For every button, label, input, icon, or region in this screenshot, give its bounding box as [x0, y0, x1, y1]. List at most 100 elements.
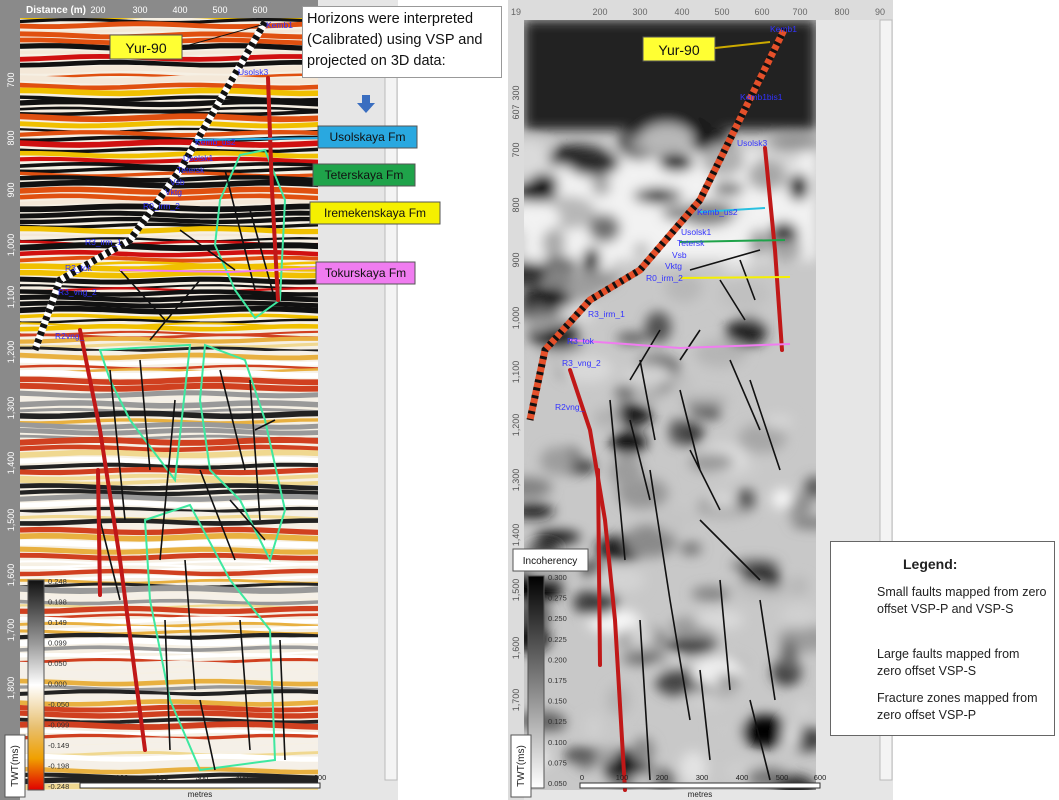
blob: [524, 262, 536, 283]
x-tick-label: 500: [212, 5, 227, 15]
seismic-reflector: [20, 59, 318, 68]
x-tick-label: 19: [511, 7, 521, 17]
seismic-reflector: [20, 616, 318, 624]
blob: [524, 477, 553, 498]
horizon-label: Vktg: [665, 261, 682, 271]
y-tick-label: 1,000: [6, 234, 16, 257]
scale-tick: 100: [616, 773, 629, 782]
blob: [749, 229, 768, 257]
horizon-label: R3_irm_1: [588, 309, 625, 319]
seismic-reflector: [20, 175, 318, 183]
seismic-reflector: [20, 203, 318, 213]
blob: [583, 247, 601, 271]
colorbar: [527, 575, 545, 789]
blob: [787, 576, 809, 596]
seismic-reflector: [20, 737, 318, 746]
horizon-line: [679, 239, 786, 243]
colorbar-tick: 0.100: [548, 738, 567, 747]
well-path: [526, 26, 789, 421]
horizon-label: Kemb1bis1: [740, 92, 783, 102]
blob: [791, 517, 816, 529]
scale-tick: 0: [80, 773, 84, 782]
blob: [621, 362, 674, 389]
scale-tick: 300: [196, 773, 209, 782]
x-tick-label: 90: [875, 7, 885, 17]
horizon-label: Vktg: [165, 187, 182, 197]
seismic-reflector: [20, 156, 318, 164]
seismic-reflector: [20, 346, 318, 353]
y-tick-label: 900: [511, 252, 521, 267]
seismic-reflector: [20, 592, 318, 601]
x-tick-label: 200: [90, 5, 105, 15]
colorbar-tick: 0.150: [548, 697, 567, 706]
horizon-label: Tetersk: [677, 238, 705, 248]
x-tick-label: 200: [592, 7, 607, 17]
blob: [737, 488, 755, 512]
blob: [780, 603, 816, 629]
fracture-zone: [98, 343, 192, 483]
scale-tick: 500: [276, 773, 289, 782]
seismic-reflector: [20, 352, 318, 361]
scale-tick: 200: [156, 773, 169, 782]
seismic-reflector: [20, 418, 318, 425]
blob: [780, 638, 798, 673]
seismic-reflector: [20, 65, 318, 74]
scale-tick: 200: [656, 773, 669, 782]
y-tick-label: 607: [511, 104, 521, 119]
seismic-reflector: [20, 179, 318, 189]
colorbar-tick: 0.200: [548, 655, 567, 664]
y-tick-label: 1,300: [511, 469, 521, 492]
blob: [624, 524, 677, 558]
scale-bar: [79, 782, 321, 789]
seismic-reflector: [20, 478, 318, 486]
seismic-reflector: [20, 699, 318, 707]
seismic-reflector: [20, 284, 318, 290]
blob: [596, 250, 614, 272]
scale-tick: 400: [736, 773, 749, 782]
small-faults: [99, 169, 781, 781]
horizon-line: [119, 267, 319, 274]
well-label-box: [642, 36, 716, 62]
seismic-reflector: [20, 499, 318, 508]
colorbar-tick: 0.149: [48, 618, 67, 627]
formation-label: Teterskaya Fm: [325, 168, 404, 182]
colorbar-tick: 0.275: [548, 594, 567, 603]
seismic-reflector: [20, 161, 318, 169]
well-path: [31, 20, 269, 352]
colorbar-tick: 0.300: [548, 573, 567, 582]
seismic-reflector: [20, 526, 318, 536]
seismic-reflector: [20, 560, 318, 566]
horizon-label: Usolsk3: [238, 67, 269, 77]
fault: [78, 328, 147, 752]
horizon-lines: [119, 137, 791, 350]
seismic-reflector: [20, 456, 318, 465]
y-tick-label: 1,100: [6, 286, 16, 309]
formation-box: [312, 163, 416, 187]
horizon-label: Usolsk1: [681, 227, 712, 237]
twt-box: [510, 734, 532, 798]
x-tick-label: 300: [132, 5, 147, 15]
seismic-reflector: [20, 568, 318, 577]
blob: [524, 503, 555, 519]
colorbar-tick: -0.198: [48, 762, 69, 771]
blob: [588, 213, 621, 243]
blob: [655, 506, 693, 534]
y-tick-label: 1,600: [6, 564, 16, 587]
y-tick-label: 1,100: [511, 361, 521, 384]
blob: [572, 589, 619, 616]
right-side-axis: [508, 20, 524, 800]
legend-item: Fracture zones mapped from zero offset V…: [877, 691, 1038, 722]
colorbar-tick: 0.250: [548, 614, 567, 623]
blob: [746, 767, 789, 788]
horizon-line: [679, 276, 791, 279]
seismic-reflector: [20, 333, 318, 340]
seismic-reflector: [20, 462, 318, 470]
seismic-reflector: [20, 678, 318, 687]
blob: [718, 279, 770, 310]
seismic-section: [20, 18, 318, 790]
left-side-axis: [0, 18, 20, 800]
horizon-label: Usolsk3: [737, 138, 768, 148]
scale-tick: 100: [116, 773, 129, 782]
blob: [575, 753, 596, 770]
y-tick-label: 1,400: [6, 452, 16, 475]
